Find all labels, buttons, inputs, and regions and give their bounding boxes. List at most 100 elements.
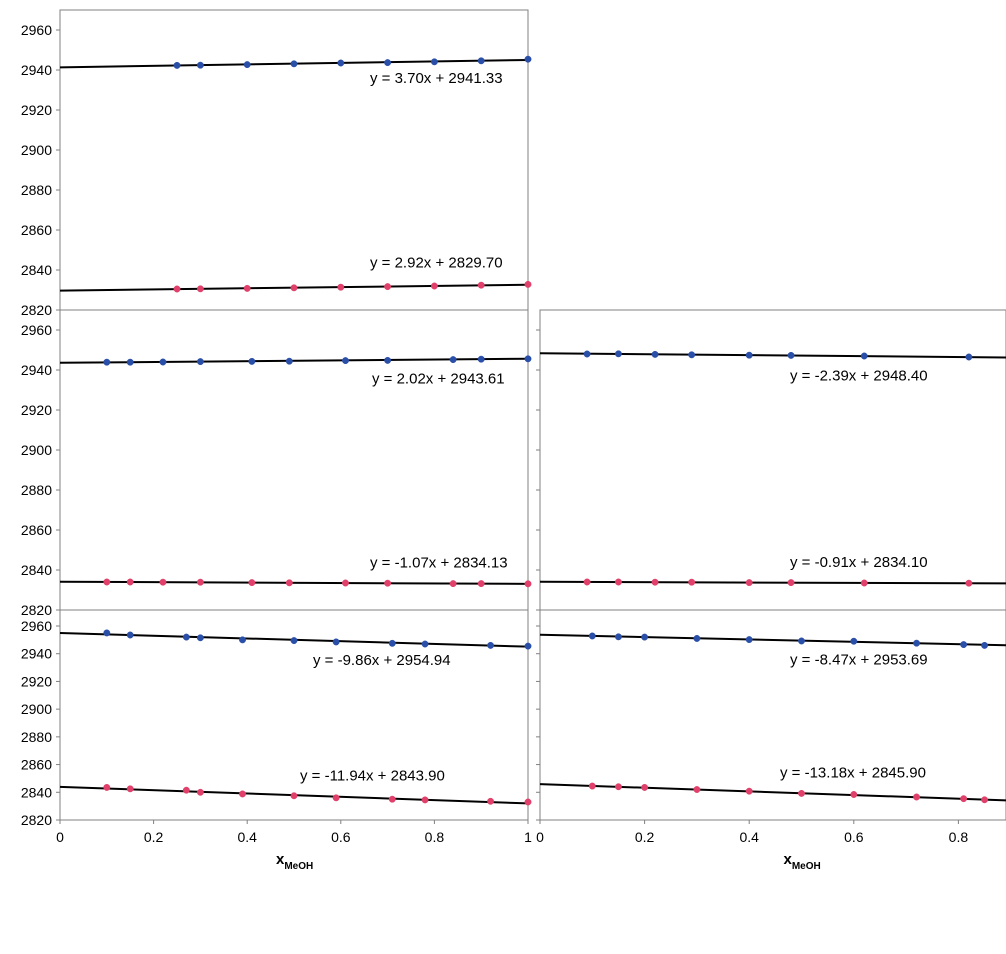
- trendline-equation: y = 2.92x + 2829.70: [370, 255, 503, 272]
- data-point: [290, 792, 298, 800]
- y-tick-label: 2940: [21, 362, 52, 378]
- data-point: [103, 629, 111, 637]
- data-point: [524, 642, 532, 650]
- data-point: [615, 578, 622, 586]
- x-tick-label: 0: [56, 829, 64, 845]
- panel-middle-left: 2820 2840 2860 2880 2900 2920 2940 2960 y = 2.02…: [21, 309, 532, 618]
- data-point: [103, 358, 111, 366]
- trendline-equation: y = 2.02x + 2943.61: [372, 370, 505, 387]
- data-point: [960, 795, 968, 803]
- data-point: [745, 351, 753, 359]
- data-point: [798, 789, 805, 797]
- y-tick-label: 2940: [21, 646, 52, 662]
- data-point: [615, 633, 622, 641]
- data-point: [126, 358, 134, 366]
- panel-bottom-left: 2820 2840 2860 2880 2900 2920 2940 2960 0 0.2 0.4 0…: [21, 609, 532, 872]
- x-axis-title-subscript: MeOH: [284, 861, 313, 872]
- data-point: [103, 578, 111, 586]
- data-point: [583, 578, 591, 586]
- y-tick-label: 2920: [21, 402, 52, 418]
- data-point: [388, 795, 396, 803]
- data-point: [693, 635, 701, 642]
- data-point: [850, 637, 858, 645]
- y-tick-label: 2900: [21, 701, 52, 717]
- data-point: [477, 580, 485, 588]
- y-tick-label: 2920: [21, 102, 52, 118]
- data-point: [651, 350, 659, 358]
- y-tick-label: 2880: [21, 729, 52, 745]
- data-point: [524, 580, 532, 588]
- data-point: [588, 782, 596, 790]
- data-point: [524, 798, 532, 806]
- data-point: [615, 783, 622, 791]
- data-point: [173, 285, 181, 293]
- data-point: [182, 786, 190, 794]
- data-point: [913, 639, 921, 647]
- y-tick-label: 2840: [21, 562, 52, 578]
- data-point: [248, 579, 256, 587]
- y-tick-label: 2820: [21, 812, 52, 828]
- y-tick-label: 2920: [21, 673, 52, 689]
- data-point: [421, 640, 429, 648]
- data-point: [693, 786, 701, 793]
- trendline-equation: y = -9.86x + 2954.94: [313, 652, 451, 669]
- data-point: [798, 637, 805, 645]
- y-tick-label: 2840: [21, 262, 52, 278]
- data-point: [384, 283, 392, 291]
- data-point: [850, 791, 858, 798]
- data-point: [126, 631, 134, 639]
- data-point: [290, 60, 298, 68]
- data-point: [981, 641, 988, 649]
- y-tick-label: 2860: [21, 757, 52, 773]
- y-tick-label: 2900: [21, 142, 52, 158]
- x-tick-label: 0.8: [425, 829, 445, 845]
- data-point: [641, 783, 649, 791]
- series-1: y = -0.91x + 2834.10: [539, 554, 1006, 587]
- data-point: [173, 61, 181, 69]
- series-1: y = 2.92x + 2829.70: [59, 255, 532, 293]
- data-point: [477, 355, 485, 363]
- x-axis-title: xMeOH: [276, 851, 313, 872]
- y-tick-label: 2820: [21, 602, 52, 618]
- trendline-equation: y = -0.91x + 2834.10: [790, 554, 928, 571]
- y-tick-label: 2900: [21, 442, 52, 458]
- trendline-equation: y = -2.39x + 2948.40: [790, 367, 928, 384]
- data-point: [159, 578, 167, 586]
- x-tick-label: 0.8: [949, 829, 969, 845]
- trend-line: [539, 352, 1006, 359]
- data-point: [524, 55, 532, 63]
- panel-bottom-right: 0 0.2 0.4 0.6 0.8 xMeOH y = -8.47x + 2953.69 y …: [536, 609, 1006, 872]
- data-point: [787, 579, 795, 587]
- data-point: [860, 579, 868, 587]
- data-point: [745, 787, 753, 795]
- data-point: [337, 59, 345, 67]
- data-point: [477, 281, 485, 289]
- trendline-equation: y = 3.70x + 2941.33: [370, 70, 503, 87]
- data-point: [196, 358, 204, 366]
- series-0: y = -9.86x + 2954.94: [59, 629, 532, 669]
- x-tick-label: 0.4: [237, 829, 257, 845]
- plot-area: [539, 609, 1006, 821]
- trend-line: [539, 580, 1006, 585]
- data-point: [342, 579, 349, 587]
- data-point: [290, 637, 298, 644]
- data-point: [524, 280, 532, 288]
- data-point: [332, 794, 340, 802]
- data-point: [421, 796, 429, 804]
- data-point: [384, 59, 392, 67]
- x-tick-label: 0.4: [739, 829, 759, 845]
- data-point: [196, 578, 204, 586]
- data-point: [641, 633, 649, 641]
- data-point: [965, 353, 973, 361]
- trend-line: [539, 633, 1006, 647]
- x-tick-label: 0.2: [144, 829, 164, 845]
- data-point: [651, 578, 659, 586]
- data-point: [388, 639, 396, 647]
- y-tick-label: 2860: [21, 522, 52, 538]
- x-axis-title-subscript: MeOH: [792, 861, 821, 872]
- data-point: [182, 633, 190, 641]
- data-point: [126, 578, 134, 586]
- y-tick-label: 2880: [21, 482, 52, 498]
- data-point: [196, 788, 204, 796]
